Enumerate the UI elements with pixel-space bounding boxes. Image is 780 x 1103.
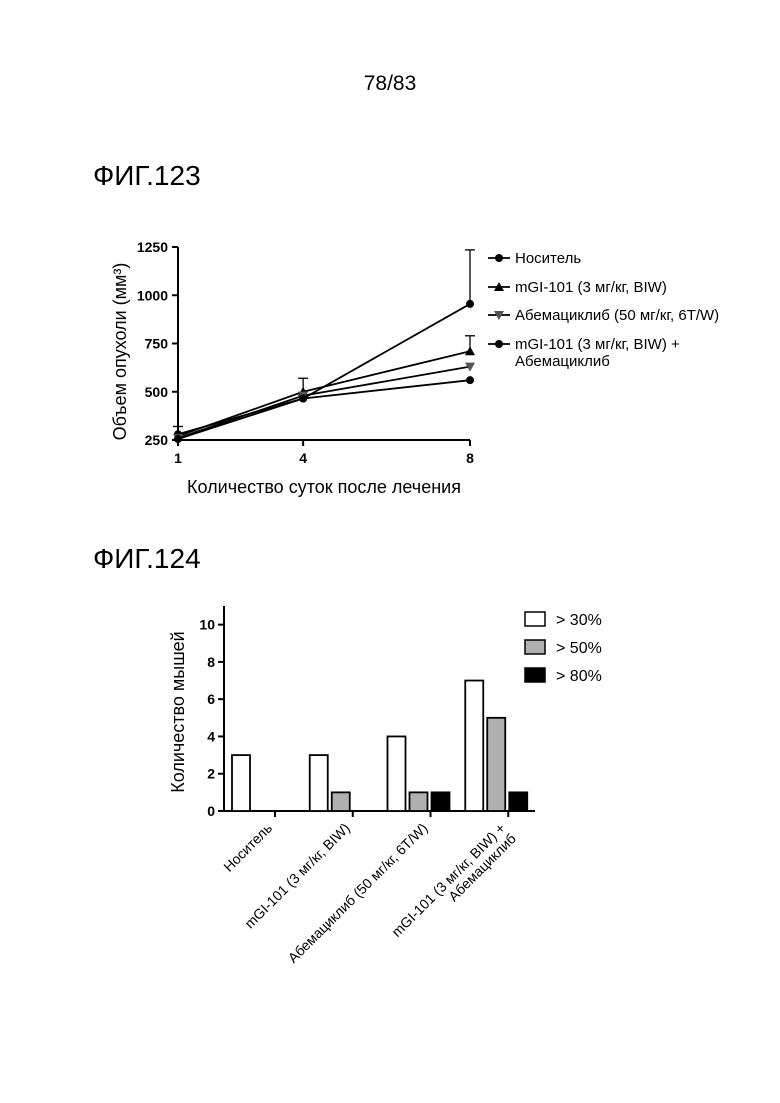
bar [232,755,250,811]
bar [310,755,328,811]
bar [465,681,483,811]
legend-label: > 50% [556,640,602,657]
bar [410,792,428,811]
x-tick-label: Носитель [220,820,275,875]
y-tick-label: 2 [207,766,215,782]
bar [509,792,527,811]
bar [388,736,406,811]
bar [487,718,505,811]
y-tick-label: 10 [199,617,215,633]
legend-swatch [525,668,545,682]
y-tick-label: 4 [207,728,215,744]
y-axis-label: Количество мышей [168,631,188,792]
legend-swatch [525,612,545,626]
x-tick-label: Абемациклиб (50 мг/кг, 6T/W) [285,820,431,966]
bar [432,792,450,811]
legend-label: > 30% [556,612,602,629]
y-tick-label: 0 [207,803,215,819]
legend-swatch [525,640,545,654]
legend-label: > 80% [556,668,602,685]
bar [332,792,350,811]
y-tick-label: 6 [207,691,215,707]
y-tick-label: 8 [207,654,215,670]
